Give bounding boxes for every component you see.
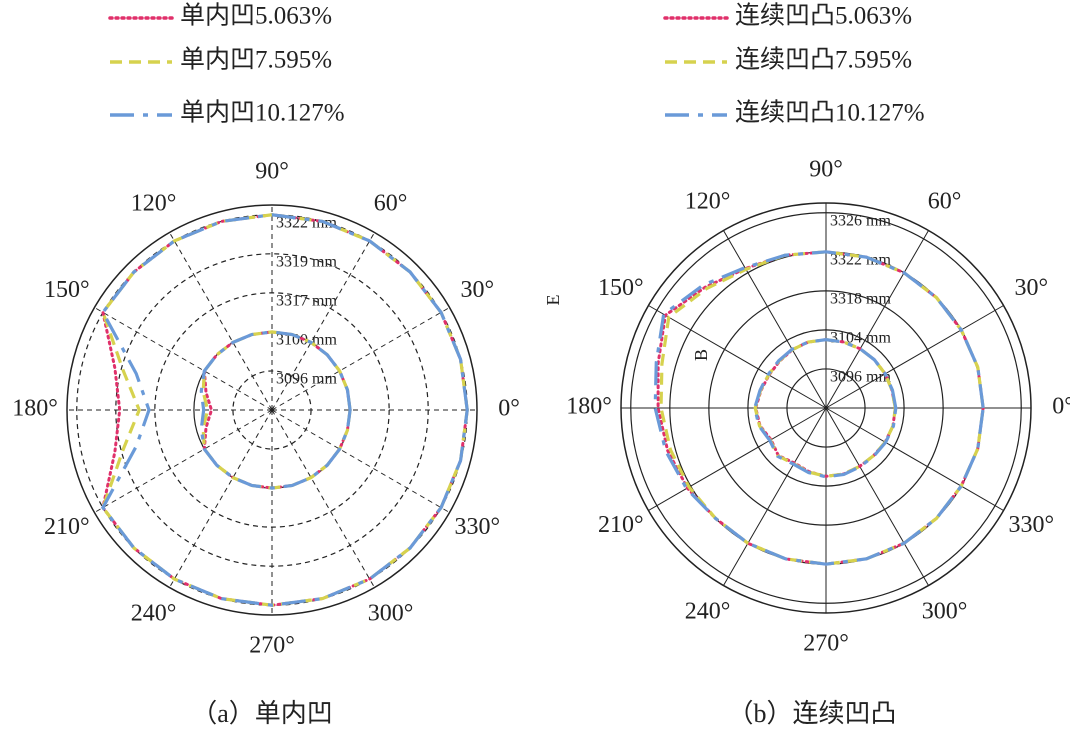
angle-tick-label: 150°: [598, 275, 644, 301]
angle-grid-line: [825, 407, 929, 586]
angle-tick-label: 240°: [685, 599, 731, 625]
angle-grid-line: [723, 230, 827, 409]
angle-tick-label: 90°: [255, 159, 289, 185]
angle-grid-line: [271, 232, 375, 411]
caption: （b）连续凹凸: [727, 699, 896, 728]
angle-tick-label: 210°: [44, 514, 90, 540]
angle-tick-label: 300°: [922, 599, 968, 625]
legend-label: 连续凹凸5.063%: [735, 2, 912, 30]
ring-grid-line: [747, 329, 905, 487]
legend-label: 连续凹凸10.127%: [735, 99, 925, 127]
angle-tick-label: 30°: [1014, 275, 1048, 301]
angle-grid-line: [648, 407, 827, 511]
legend-label: 连续凹凸7.595%: [735, 46, 912, 74]
angle-tick-label: 330°: [1008, 512, 1054, 538]
angle-tick-label: 60°: [374, 190, 408, 216]
polar-frame: [66, 204, 478, 616]
caption: （a）单内凹: [191, 699, 333, 728]
ring-label: 3317 mm: [276, 293, 337, 310]
angle-grid-line: [94, 307, 273, 411]
ring-label: 3104 mm: [830, 330, 891, 347]
legend-label: 单内凹10.127%: [180, 99, 345, 127]
angle-tick-label: 180°: [12, 396, 58, 422]
ring-grid-line: [115, 253, 429, 567]
outer-curve: [101, 213, 469, 607]
angle-grid-line: [825, 230, 929, 409]
ring-grid-line: [154, 292, 390, 528]
ring-label: 3096 mm: [276, 371, 337, 388]
ring-grid-line: [232, 370, 312, 450]
angle-grid-line: [648, 305, 827, 409]
annotation: E: [543, 295, 563, 306]
angle-grid-line: [825, 305, 1004, 409]
legend-label: 单内凹7.595%: [180, 46, 332, 74]
inner-curve: [753, 338, 897, 478]
ring-grid-line: [708, 290, 944, 526]
angle-grid-line: [169, 232, 273, 411]
angle-grid-line: [169, 409, 273, 588]
angle-tick-label: 180°: [566, 394, 612, 420]
angle-tick-label: 0°: [498, 396, 520, 422]
outer-curve: [101, 213, 469, 607]
angle-tick-label: 240°: [131, 601, 177, 627]
angle-grid-line: [825, 407, 1004, 511]
inner-curve: [199, 330, 352, 490]
angle-tick-label: 300°: [368, 601, 414, 627]
angle-tick-label: 90°: [809, 157, 843, 183]
angle-tick-label: 330°: [454, 514, 500, 540]
ring-grid-line: [786, 368, 866, 448]
ring-label: 3319 mm: [276, 253, 337, 270]
angle-tick-label: 120°: [685, 188, 731, 214]
angle-grid-line: [271, 409, 375, 588]
angle-grid-line: [723, 407, 827, 586]
angle-tick-label: 210°: [598, 512, 644, 538]
angle-grid-line: [271, 307, 450, 411]
angle-tick-label: 60°: [928, 188, 962, 214]
ring-label: 3326 mm: [830, 212, 891, 229]
angle-tick-label: 270°: [249, 633, 295, 659]
angle-grid-line: [271, 409, 450, 513]
polar-frame: [620, 202, 1032, 614]
angle-tick-label: 0°: [1052, 394, 1070, 420]
legend-label: 单内凹5.063%: [180, 2, 332, 30]
angle-grid-line: [94, 409, 273, 513]
angle-tick-label: 270°: [803, 631, 849, 657]
angle-tick-label: 120°: [131, 190, 177, 216]
annotation: B: [691, 349, 711, 361]
angle-tick-label: 30°: [460, 277, 494, 303]
ring-grid-line: [630, 212, 1022, 604]
ring-label: 3096 mm: [830, 369, 891, 386]
angle-tick-label: 150°: [44, 277, 90, 303]
outer-curve: [653, 250, 985, 566]
ring-label: 3318 mm: [830, 291, 891, 308]
